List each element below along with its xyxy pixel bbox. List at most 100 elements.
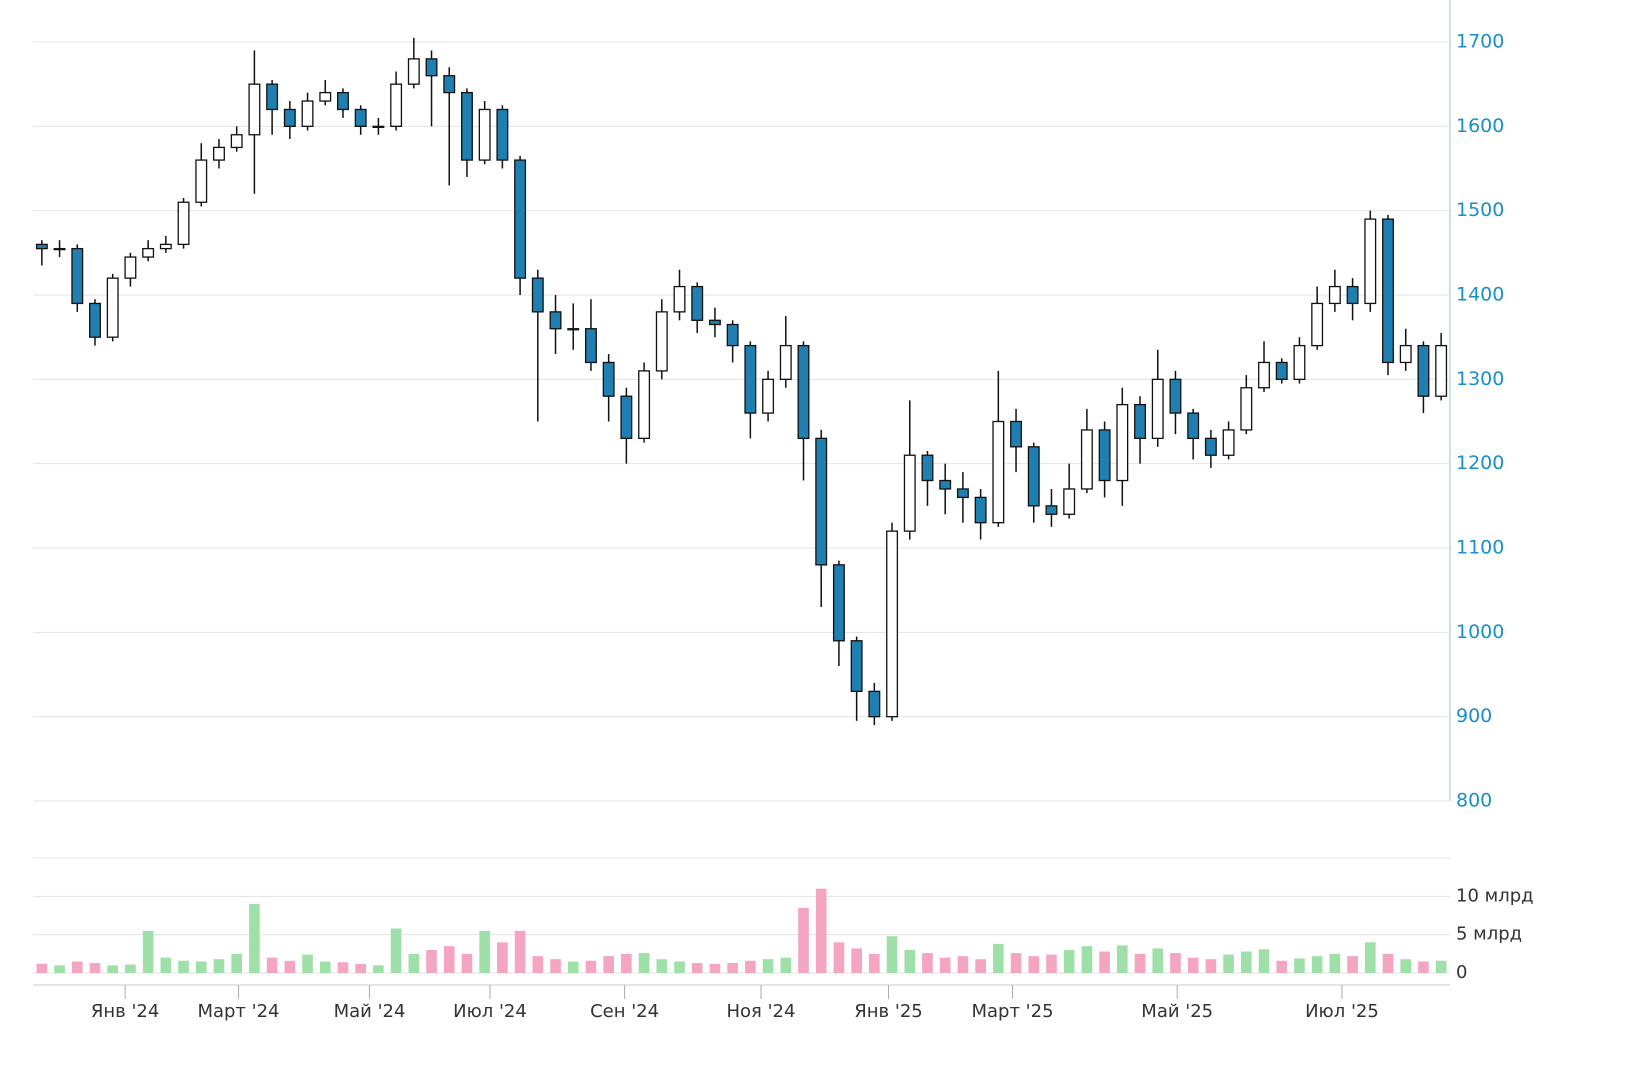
candle-body	[1435, 344, 1448, 397]
x-tick-label: Сен '24	[590, 1001, 659, 1022]
candle-body	[992, 420, 1005, 524]
volume-bar	[302, 954, 313, 973]
volume-bar	[1382, 953, 1394, 973]
volume-bar	[993, 943, 1004, 973]
candle-body	[124, 256, 137, 279]
candle-body	[35, 243, 48, 250]
candle-body	[1311, 302, 1324, 347]
candle-body	[1027, 446, 1040, 507]
candle-body	[301, 100, 314, 127]
y-tick-label: 1100	[1456, 537, 1504, 559]
candle-body	[496, 108, 509, 161]
volume-bar	[815, 888, 827, 973]
candle-body	[744, 344, 757, 414]
candle-body	[390, 83, 403, 127]
candle-body	[974, 496, 987, 524]
candle-body	[655, 311, 668, 372]
volume-bar	[1347, 956, 1358, 973]
volume-bar	[532, 956, 544, 973]
volume-bar	[107, 965, 119, 973]
candle-body	[195, 159, 208, 203]
candle-body	[531, 277, 544, 313]
volume-bar	[851, 948, 862, 973]
candle-body	[726, 323, 739, 347]
candle-body	[691, 285, 704, 321]
volume-bar	[1240, 951, 1252, 973]
volume-bar	[727, 963, 738, 973]
volume-bar	[709, 963, 721, 973]
y-tick-label: 900	[1456, 705, 1492, 727]
volume-tick-label: 0	[1456, 962, 1467, 983]
volume-bar	[656, 959, 668, 973]
candle-body	[956, 488, 969, 499]
candle-body	[1275, 361, 1288, 380]
candle-body	[407, 58, 420, 85]
volume-bar	[284, 960, 296, 973]
volume-bar	[1081, 946, 1093, 973]
volume-bar	[461, 953, 473, 973]
volume-bar	[231, 953, 243, 973]
volume-bar	[922, 953, 933, 973]
candle-body	[230, 134, 243, 149]
candle-body	[1417, 344, 1430, 397]
candle-body	[832, 564, 845, 642]
volume-tick-label: 5 млрд	[1456, 924, 1522, 945]
volume-bar	[213, 959, 225, 973]
candle-body	[1222, 429, 1235, 456]
candle-body	[1187, 412, 1200, 440]
candle-body	[886, 530, 899, 718]
candle-body	[1063, 488, 1076, 515]
candle-body	[921, 454, 934, 482]
candle-body	[53, 247, 66, 251]
volume-bar	[514, 930, 526, 973]
candle-body	[1364, 218, 1377, 305]
candle-body	[1098, 429, 1111, 482]
candle-body	[1134, 403, 1146, 440]
volume-bar	[1117, 945, 1128, 973]
x-tick-label: Май '24	[334, 1001, 406, 1022]
y-tick-label: 800	[1456, 790, 1492, 812]
candle-body	[1382, 218, 1394, 364]
candle-body	[425, 58, 438, 77]
candle-body	[638, 370, 651, 440]
volume-bar	[89, 963, 101, 973]
y-tick-label: 1600	[1456, 115, 1504, 137]
candle-body	[1151, 378, 1164, 440]
candle-body	[1328, 285, 1341, 305]
x-tick-label: Июл '24	[453, 1001, 527, 1022]
candle-body	[266, 83, 279, 111]
volume-bar	[1205, 959, 1217, 973]
volume-bar	[1258, 949, 1270, 973]
volume-bar	[249, 904, 260, 973]
candle-body	[567, 328, 580, 331]
volume-bar	[1276, 960, 1288, 973]
candle-body	[1399, 344, 1412, 364]
volume-bar	[691, 963, 703, 973]
x-tick-label: Янв '25	[854, 1001, 922, 1022]
x-tick-label: Июл '25	[1305, 1001, 1379, 1022]
candle-body	[1080, 429, 1093, 490]
volume-bar	[1010, 953, 1022, 973]
candle-body	[1346, 285, 1359, 305]
volume-bar	[160, 957, 172, 973]
volume-bar	[762, 959, 774, 973]
candle-body	[1045, 505, 1058, 515]
candle-body	[478, 108, 491, 161]
candle-body	[620, 395, 633, 440]
candle-body	[602, 361, 615, 397]
volume-bar	[975, 959, 986, 973]
candle-body	[1293, 344, 1306, 380]
volume-bar	[1329, 953, 1341, 973]
volume-bar	[886, 936, 898, 973]
candle-body	[213, 146, 225, 161]
volume-bar	[1063, 950, 1075, 973]
volume-bar	[1046, 954, 1057, 973]
volume-bar	[355, 963, 366, 973]
x-tick-label: Янв '24	[91, 1001, 159, 1022]
y-tick-label: 1400	[1456, 284, 1504, 306]
volume-bar	[550, 959, 561, 973]
volume-bar	[36, 963, 48, 973]
candle-body	[443, 75, 456, 94]
volume-bar	[373, 965, 384, 973]
